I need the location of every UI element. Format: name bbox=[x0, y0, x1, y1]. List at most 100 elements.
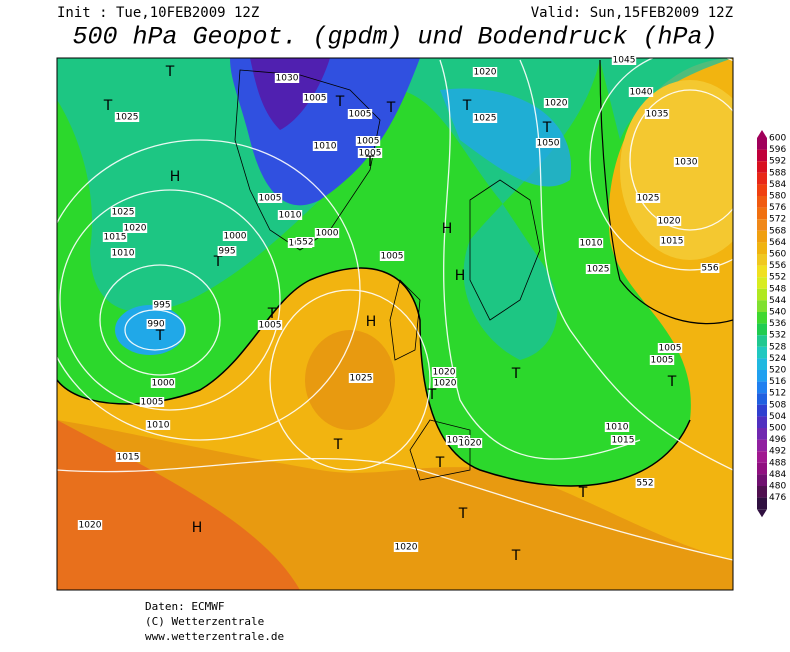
label-bg bbox=[610, 435, 636, 445]
pressure-center: T bbox=[542, 120, 552, 136]
colorbar-label: 584 bbox=[769, 180, 786, 190]
label-bg bbox=[77, 520, 103, 530]
colorbar-label: 552 bbox=[769, 273, 786, 283]
label-bg bbox=[585, 264, 611, 274]
pressure-center: T bbox=[267, 306, 277, 322]
isobar-label: 1000 bbox=[152, 379, 175, 389]
isobar-label: 990 bbox=[147, 320, 164, 330]
isobar-label: 1035 bbox=[646, 110, 669, 120]
isobar-label: 1010 bbox=[580, 239, 603, 249]
init-time: Init : Tue,10FEB2009 12Z bbox=[57, 5, 259, 21]
isobar-label: 1020 bbox=[658, 217, 681, 227]
colorbar-label: 556 bbox=[769, 261, 786, 271]
colorbar-label: 548 bbox=[769, 284, 786, 294]
isobar-label: 552 bbox=[636, 479, 653, 489]
pressure-center: T bbox=[427, 387, 437, 403]
label-bg bbox=[302, 93, 328, 103]
label-bg bbox=[114, 112, 140, 122]
label-bg bbox=[102, 232, 128, 242]
colorbar-label: 500 bbox=[769, 424, 786, 434]
isobar-label: 1010 bbox=[112, 249, 135, 259]
pressure-center: H bbox=[170, 169, 181, 185]
isobar-label: 1025 bbox=[587, 265, 610, 275]
label-bg bbox=[257, 193, 283, 203]
label-bg bbox=[139, 397, 165, 407]
colorbar-label: 484 bbox=[769, 470, 786, 480]
colorbar-label: 580 bbox=[769, 192, 786, 202]
label-bg bbox=[357, 148, 383, 158]
colorbar-step bbox=[757, 230, 767, 243]
colorbar-label: 496 bbox=[769, 435, 786, 445]
label-bg bbox=[657, 343, 683, 353]
label-bg bbox=[578, 238, 604, 248]
colorbar-label: 492 bbox=[769, 447, 786, 457]
colorbar-label: 596 bbox=[769, 145, 786, 155]
isobar-label: 1005 bbox=[651, 356, 674, 366]
colorbar-label: 516 bbox=[769, 377, 786, 387]
colorbar-step bbox=[757, 149, 767, 162]
colorbar-step bbox=[757, 219, 767, 231]
isobar-label: 556 bbox=[701, 264, 718, 274]
colorbar-label: 528 bbox=[769, 342, 786, 352]
label-bg bbox=[146, 319, 166, 329]
pressure-center: H bbox=[455, 268, 466, 284]
colorbar-label: 592 bbox=[769, 157, 786, 167]
colorbar-step bbox=[757, 288, 767, 301]
colorbar-step bbox=[757, 161, 767, 173]
pressure-center: H bbox=[366, 314, 377, 330]
colorbar-step bbox=[757, 358, 767, 370]
pressure-center: T bbox=[386, 100, 396, 116]
isobar-label: 1015 bbox=[661, 237, 684, 247]
isobar-label: 1030 bbox=[675, 158, 698, 168]
colorbar-step bbox=[757, 138, 767, 150]
colorbar-label: 564 bbox=[769, 238, 786, 248]
colorbar-step bbox=[757, 242, 767, 254]
isobar-label: 1005 bbox=[259, 194, 282, 204]
colorbar-label: 536 bbox=[769, 319, 786, 329]
label-bg bbox=[115, 452, 141, 462]
isobar-label: 1015 bbox=[117, 453, 140, 463]
isobar-label: 1005 bbox=[659, 344, 682, 354]
isobar-label: 1005 bbox=[141, 398, 164, 408]
colorbar-step bbox=[757, 474, 767, 486]
label-bg bbox=[277, 210, 303, 220]
label-bg bbox=[257, 320, 283, 330]
label-bg bbox=[145, 420, 171, 430]
isobar-label: 1045 bbox=[613, 56, 636, 66]
footer-line: www.wetterzentrale.de bbox=[145, 630, 284, 643]
colorbar-step bbox=[757, 439, 767, 452]
isobar-label: 1040 bbox=[630, 88, 653, 98]
map-frame bbox=[56, 57, 734, 591]
colorbar-label: 560 bbox=[769, 250, 786, 260]
colorbar-label: 588 bbox=[769, 168, 786, 178]
pressure-center: H bbox=[192, 520, 203, 536]
map-title: 500 hPa Geopot. (gpdm) und Bodendruck (h… bbox=[72, 23, 717, 52]
colorbar-step bbox=[757, 404, 767, 417]
label-bg bbox=[150, 378, 176, 388]
isobar-label: 1025 bbox=[116, 113, 139, 123]
isobar-label: 1020 bbox=[545, 99, 568, 109]
colorbar-step bbox=[757, 370, 767, 382]
colorbar-step bbox=[757, 265, 767, 278]
colorbar-label: 540 bbox=[769, 308, 786, 318]
label-bg bbox=[635, 478, 655, 488]
pressure-center: H bbox=[442, 221, 453, 237]
isobar-label: 1005 bbox=[359, 149, 382, 159]
label-bg bbox=[656, 216, 682, 226]
isobar-label: 1005 bbox=[259, 321, 282, 331]
pressure-center: T bbox=[667, 374, 677, 390]
colorbar-step bbox=[757, 196, 767, 208]
colorbar-label: 520 bbox=[769, 366, 786, 376]
colorbar-label: 508 bbox=[769, 400, 786, 410]
colorbar-label: 524 bbox=[769, 354, 786, 364]
pressure-center: T bbox=[462, 98, 472, 114]
colorbar-step bbox=[757, 277, 767, 289]
colorbar-step bbox=[757, 486, 767, 498]
label-bg bbox=[644, 109, 670, 119]
pressure-center: T bbox=[435, 455, 445, 471]
colorbar-label: 488 bbox=[769, 458, 786, 468]
colorbar-label: 568 bbox=[769, 226, 786, 236]
isobar-label: 1020 bbox=[124, 224, 147, 234]
isobar-label: 1020 bbox=[474, 68, 497, 78]
label-bg bbox=[348, 373, 374, 383]
